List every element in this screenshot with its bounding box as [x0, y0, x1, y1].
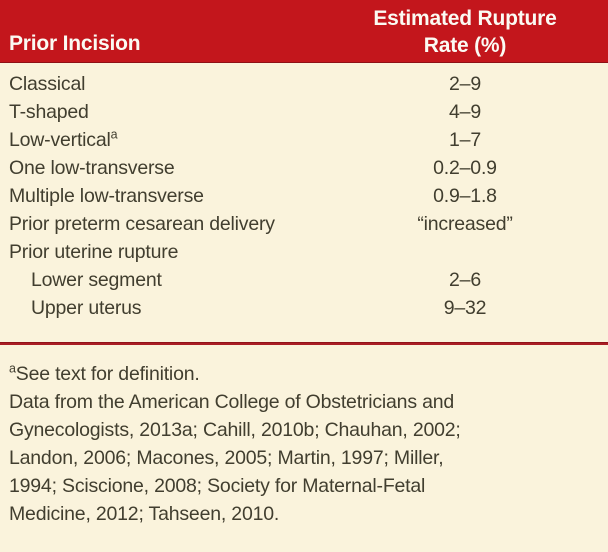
row-label: Prior uterine rupture	[0, 241, 350, 264]
row-label: Prior preterm cesarean delivery	[0, 213, 350, 236]
row-label: Classical	[0, 73, 350, 96]
row-label: One low-transverse	[0, 157, 350, 180]
row-label: Lower segment	[0, 269, 350, 292]
footnote-marker: a	[110, 127, 118, 141]
row-value: 0.2–0.9	[433, 156, 497, 179]
column-header-rupture-rate-line1: Estimated Rupture	[373, 7, 557, 30]
row-label-text: Upper uterus	[31, 296, 142, 319]
row-label-text: Lower segment	[31, 268, 162, 291]
row-label-text: T-shaped	[9, 100, 89, 123]
footnote-source-line: Medicine, 2012; Tahseen, 2010.	[9, 503, 280, 525]
table-row: Multiple low-transverse 0.9–1.8	[0, 182, 608, 210]
footnote-source-line: Gynecologists, 2013a; Cahill, 2010b; Cha…	[9, 419, 461, 441]
footnote-source-line: 1994; Sciscione, 2008; Society for Mater…	[9, 475, 426, 497]
table-row: Low-verticala 1–7	[0, 126, 608, 154]
column-header-prior-incision: Prior Incision	[9, 32, 141, 55]
row-label-text: Prior preterm cesarean delivery	[9, 212, 275, 235]
footnote-definition: aSee text for definition.	[9, 360, 600, 388]
row-value: 9–32	[443, 296, 487, 319]
row-label: Multiple low-transverse	[0, 185, 350, 208]
row-value: 4–9	[449, 100, 481, 123]
row-label: Upper uterus	[0, 297, 350, 320]
table-row: Prior preterm cesarean delivery “increas…	[0, 210, 608, 238]
footnote-source-line: Data from the American College of Obstet…	[9, 391, 455, 413]
row-label-text: Prior uterine rupture	[9, 240, 179, 263]
footnotes: aSee text for definition. Data from the …	[0, 345, 608, 528]
row-value: “increased”	[417, 212, 513, 235]
row-label-text: Multiple low-transverse	[9, 184, 204, 207]
footnote-divider-rule	[0, 342, 608, 345]
row-value: 2–9	[449, 72, 481, 95]
column-header-rupture-rate-line2: Rate (%)	[423, 34, 507, 57]
row-value: 0.9–1.8	[433, 184, 497, 207]
row-value: 2–6	[449, 268, 481, 291]
table-header: Prior Incision Estimated Rupture Rate (%…	[0, 0, 608, 63]
row-value: 1–7	[449, 128, 481, 151]
row-label: Low-verticala	[0, 127, 350, 152]
table-row: T-shaped 4–9	[0, 98, 608, 126]
footnote-definition-text: See text for definition.	[15, 363, 200, 385]
row-label-text: One low-transverse	[9, 156, 175, 179]
footnote-marker: a	[9, 361, 16, 376]
table-row: One low-transverse 0.2–0.9	[0, 154, 608, 182]
table-row: Prior uterine rupture	[0, 238, 608, 266]
row-label-text: Classical	[9, 72, 86, 95]
table-row: Lower segment 2–6	[0, 266, 608, 294]
footnote-source-line: Landon, 2006; Macones, 2005; Martin, 199…	[9, 447, 444, 469]
row-label-text: Low-vertical	[9, 128, 111, 151]
table-row: Upper uterus 9–32	[0, 294, 608, 322]
table-body: Classical 2–9 T-shaped 4–9 Low-verticala…	[0, 63, 608, 322]
table-row: Classical 2–9	[0, 70, 608, 98]
row-label: T-shaped	[0, 101, 350, 124]
column-header-rupture-rate: Estimated Rupture Rate (%)	[350, 0, 580, 63]
